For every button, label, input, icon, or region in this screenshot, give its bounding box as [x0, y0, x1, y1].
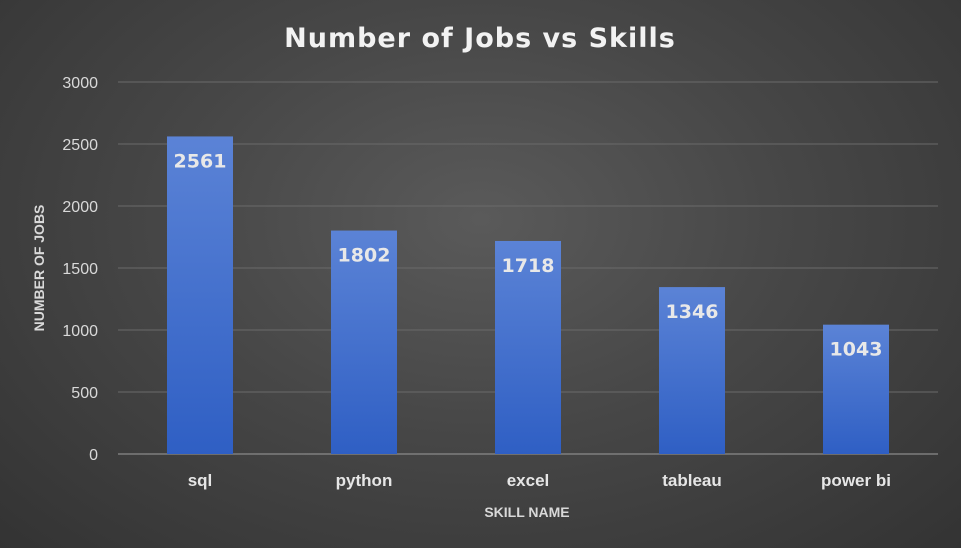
x-tick-label: sql: [188, 471, 213, 490]
data-label: 1718: [502, 255, 555, 277]
bars: [167, 136, 889, 454]
y-tick-label: 500: [71, 385, 98, 402]
y-tick-label: 3000: [62, 75, 98, 92]
data-label: 2561: [174, 150, 227, 172]
chart-title: Number of Jobs vs Skills: [284, 23, 676, 54]
bar-tableau: [659, 287, 725, 454]
y-tick-label: 2000: [62, 199, 98, 216]
bar-excel: [495, 240, 561, 454]
x-tick-label: excel: [507, 471, 550, 490]
y-axis-ticks: 0 500 1000 1500 2000 2500 3000: [62, 75, 98, 464]
data-label: 1346: [666, 301, 719, 323]
x-tick-label: python: [336, 471, 393, 490]
data-label: 1802: [338, 245, 391, 267]
y-tick-label: 1000: [62, 323, 98, 340]
y-axis-title: NUMBER OF JOBS: [31, 205, 47, 332]
bar-python: [331, 230, 397, 454]
bar-sql: [167, 136, 233, 454]
x-tick-label: tableau: [662, 471, 722, 490]
x-axis-title: SKILL NAME: [484, 504, 569, 520]
gridlines: [118, 81, 938, 455]
data-labels: 2561 1802 1718 1346 1043: [174, 150, 883, 360]
data-label: 1043: [830, 339, 883, 361]
x-axis-ticks: sql python excel tableau power bi: [188, 471, 891, 490]
x-tick-label: power bi: [821, 471, 891, 490]
y-tick-label: 1500: [62, 261, 98, 278]
y-tick-label: 2500: [62, 137, 98, 154]
bar-power-bi: [823, 324, 889, 454]
y-tick-label: 0: [89, 447, 98, 464]
